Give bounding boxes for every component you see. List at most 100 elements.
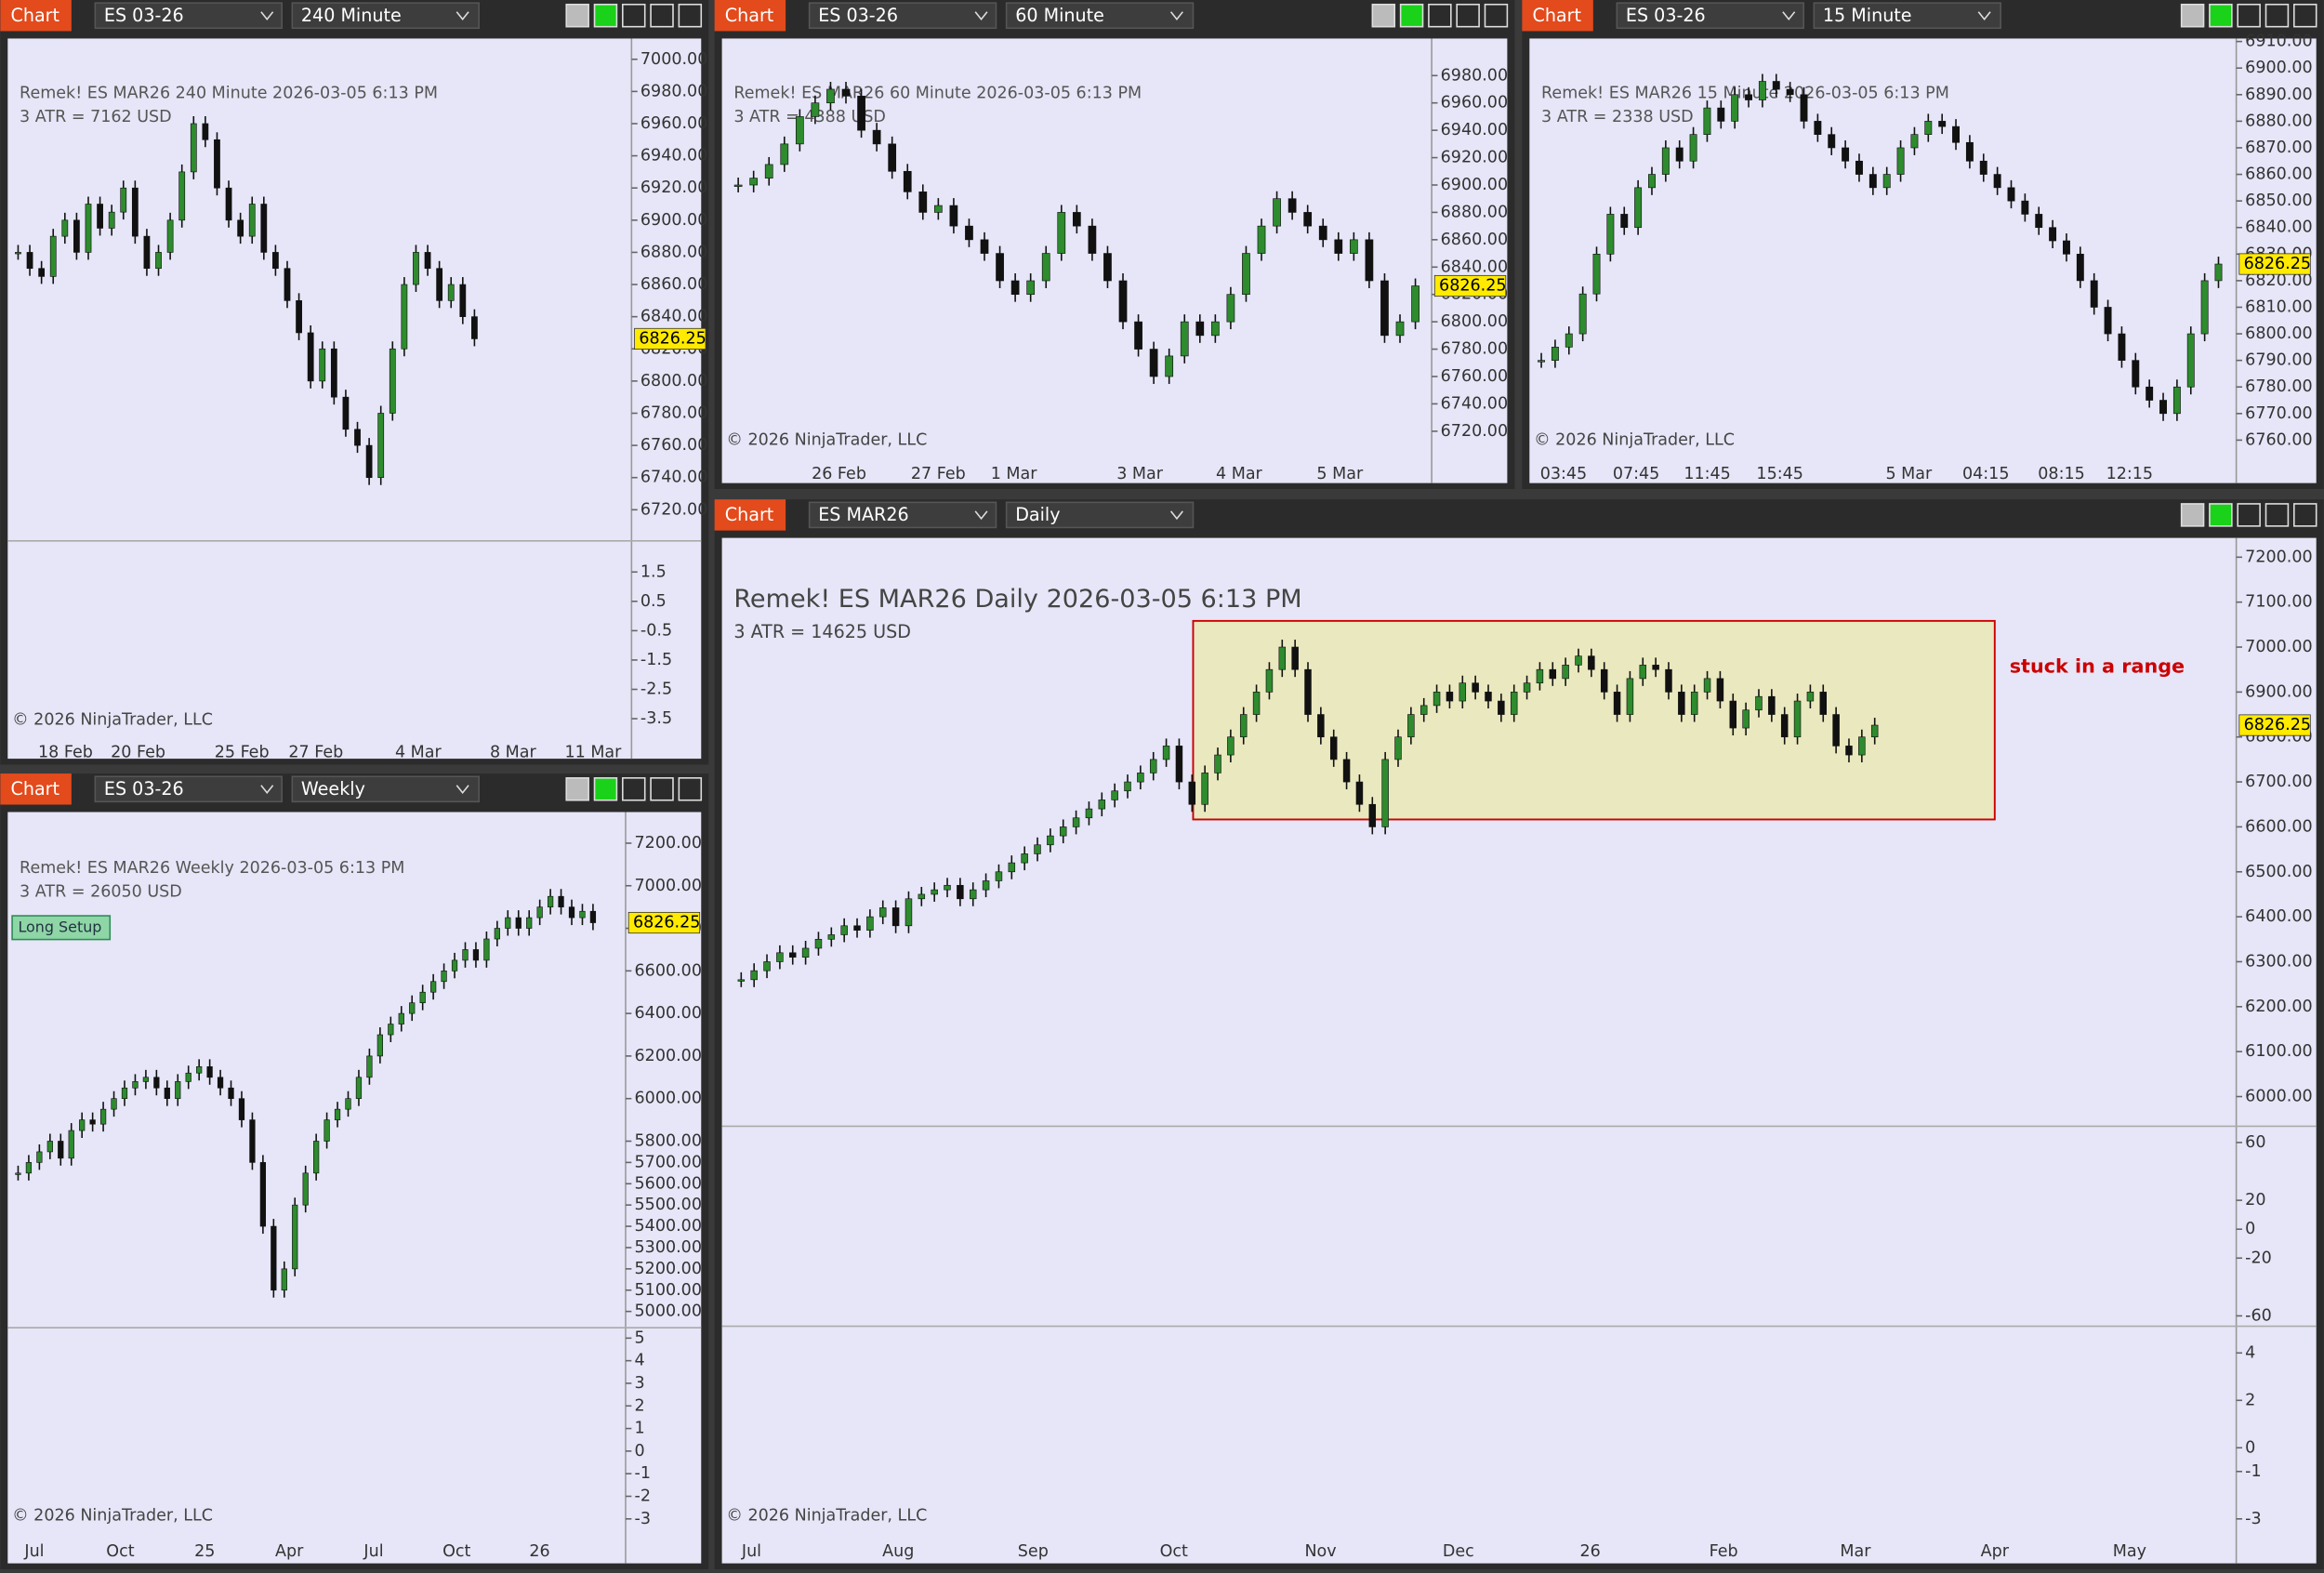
period-dropdown[interactable] [291, 2, 480, 30]
period-dropdown[interactable] [1813, 2, 2001, 30]
instrument-label[interactable]: ES 03-26 [104, 778, 184, 800]
instrument-dropdown[interactable] [808, 501, 997, 529]
period-label[interactable]: Daily [1015, 504, 1060, 525]
candle [1088, 225, 1097, 254]
window-button[interactable] [2209, 3, 2233, 28]
period-label[interactable]: 15 Minute [1823, 5, 1912, 26]
window-button[interactable] [2180, 503, 2205, 527]
chart-tab[interactable] [1522, 0, 1593, 32]
chart-tab-label[interactable]: Chart [10, 778, 59, 800]
window-button[interactable] [2237, 503, 2261, 527]
window-button[interactable] [622, 777, 646, 801]
time-label: 07:45 [1613, 465, 1659, 483]
chart-tab-label[interactable]: Chart [1532, 5, 1581, 26]
indicator-tick-label: 0 [2245, 1438, 2255, 1457]
candle [1588, 655, 1595, 670]
period-label[interactable]: Weekly [301, 778, 365, 800]
window-button[interactable] [1371, 3, 1396, 28]
time-label: 11:45 [1684, 465, 1730, 483]
time-label: 04:15 [1962, 465, 2009, 483]
candle [1242, 253, 1250, 296]
window-button[interactable] [2292, 503, 2317, 527]
window-button[interactable] [2265, 503, 2290, 527]
instrument-dropdown[interactable] [94, 775, 283, 803]
candle [366, 1055, 373, 1078]
candle [1257, 225, 1266, 254]
window-button[interactable] [2209, 503, 2233, 527]
candle [1703, 107, 1711, 135]
window-button[interactable] [1399, 3, 1424, 28]
window-button[interactable] [678, 777, 703, 801]
instrument-dropdown[interactable] [808, 2, 997, 30]
candle [2159, 400, 2167, 415]
candle [1858, 736, 1866, 756]
window-button[interactable] [678, 3, 703, 28]
window-button[interactable] [2180, 3, 2205, 28]
atr-label: 3 ATR = 4388 USD [733, 108, 886, 126]
instrument-label[interactable]: ES MAR26 [818, 504, 908, 525]
candle [827, 934, 836, 940]
candle [995, 871, 1003, 881]
period-dropdown[interactable] [291, 775, 480, 803]
candle [795, 116, 804, 145]
price-marker [1433, 274, 1507, 297]
period-dropdown[interactable] [1005, 2, 1195, 30]
candle [1329, 736, 1338, 760]
candle [1639, 665, 1647, 680]
candle [2007, 187, 2015, 202]
candle [248, 204, 256, 237]
candle [46, 1141, 53, 1153]
instrument-label[interactable]: ES 03-26 [104, 5, 184, 26]
indicator-tick-label: 1 [635, 1420, 645, 1438]
chart-tab-label[interactable]: Chart [725, 504, 774, 525]
candle [814, 938, 823, 949]
time-label: 26 [1580, 1542, 1601, 1561]
chart-tab-label[interactable]: Chart [725, 5, 774, 26]
window-button[interactable] [565, 3, 589, 28]
window-button[interactable] [2237, 3, 2261, 28]
chart-tab[interactable] [714, 499, 786, 531]
candle [334, 1108, 341, 1120]
range-box [1192, 619, 1996, 821]
window-button[interactable] [1456, 3, 1480, 28]
dropdown-arrow [974, 11, 988, 20]
chart-tab[interactable] [714, 0, 786, 32]
candle [1026, 280, 1036, 296]
candle [1201, 773, 1208, 805]
window-button[interactable] [593, 3, 618, 28]
price-tick-label: 6400.00 [635, 1004, 702, 1023]
period-label[interactable]: 240 Minute [301, 5, 402, 26]
chart-tab[interactable] [0, 0, 72, 32]
setup-label: Long Setup [18, 918, 101, 935]
instrument-label[interactable]: ES 03-26 [1626, 5, 1706, 26]
price-tick-label: 7000.00 [640, 50, 707, 69]
window-button[interactable] [650, 3, 674, 28]
candle [1419, 705, 1428, 715]
chart-tab[interactable] [0, 773, 72, 805]
time-label: Jul [363, 1542, 383, 1561]
time-label: 15:45 [1756, 465, 1802, 483]
window-button[interactable] [2265, 3, 2290, 28]
instrument-dropdown[interactable] [1616, 2, 1804, 30]
indicator-tick-label: -2 [635, 1487, 651, 1505]
window-button[interactable] [650, 777, 674, 801]
chart-tab-label[interactable]: Chart [10, 5, 59, 26]
price-tick-label: 7000.00 [635, 877, 702, 895]
instrument-label[interactable]: ES 03-26 [818, 5, 898, 26]
window-button[interactable] [565, 777, 589, 801]
window-button[interactable] [622, 3, 646, 28]
window-button[interactable] [593, 777, 618, 801]
price-tick-label: 6780.00 [2245, 377, 2312, 396]
candle [409, 1002, 416, 1014]
window-button[interactable] [2292, 3, 2317, 28]
candle [949, 205, 958, 227]
period-label[interactable]: 60 Minute [1015, 5, 1104, 26]
candle [1536, 668, 1544, 684]
time-label: Oct [106, 1542, 134, 1561]
instrument-dropdown[interactable] [94, 2, 283, 30]
price-tick-label: 5700.00 [635, 1153, 702, 1171]
time-label: 18 Feb [38, 744, 93, 762]
period-dropdown[interactable] [1005, 501, 1195, 529]
window-button[interactable] [1428, 3, 1452, 28]
window-button[interactable] [1484, 3, 1509, 28]
